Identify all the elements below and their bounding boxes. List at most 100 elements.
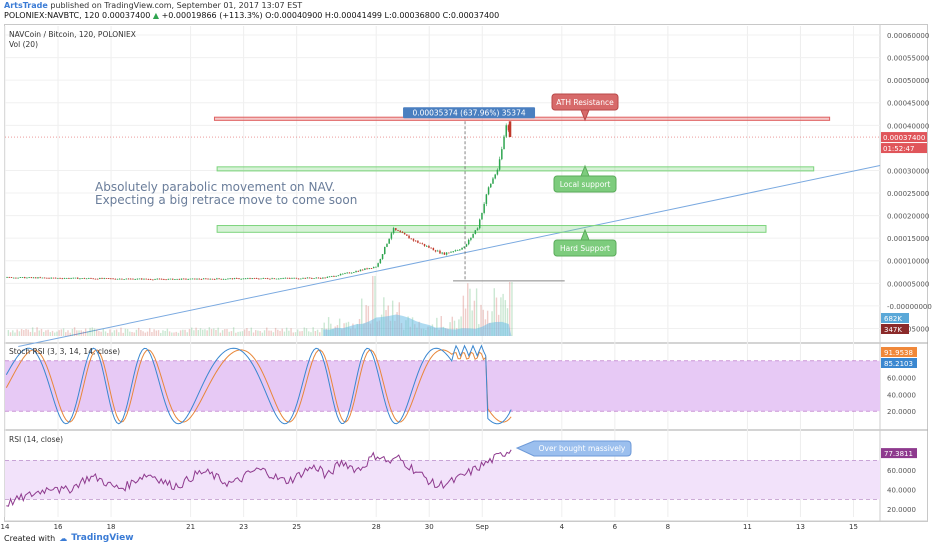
volume-bar: [486, 310, 489, 336]
candle-body: [26, 277, 28, 279]
candle-body: [273, 278, 276, 280]
candle-body: [508, 121, 512, 138]
candle-body: [101, 278, 103, 279]
volume-bar: [31, 327, 34, 336]
volume-bar: [232, 327, 235, 336]
candle-body: [163, 279, 165, 281]
volume-bar: [467, 283, 469, 336]
candle-body: [483, 203, 485, 213]
volume-bar: [217, 327, 219, 336]
volume-bar: [215, 329, 217, 336]
candle-body: [6, 277, 8, 278]
volume-bar: [171, 332, 173, 336]
candle-body: [74, 277, 77, 279]
candle-body: [141, 278, 143, 280]
candle-body: [331, 276, 333, 277]
volume-bar: [237, 331, 239, 336]
candle-body: [169, 278, 172, 280]
volume-bar: [502, 293, 504, 336]
candle-body: [149, 279, 152, 280]
y-tick-label: -0.00000000: [887, 303, 932, 311]
created-with: Created with: [4, 533, 56, 543]
volume-bar: [129, 331, 131, 336]
volume-bar: [509, 281, 511, 336]
candle-body: [507, 125, 510, 131]
volume-bar: [310, 332, 312, 336]
volume-bar: [283, 331, 286, 336]
volume-bar: [204, 329, 206, 336]
symbol-line: POLONIEX:NAVBTC, 120 0.00037400 ▲ +0.000…: [4, 11, 499, 20]
volume-bar: [184, 329, 186, 336]
volume-bar: [12, 330, 14, 336]
candle-body: [103, 278, 106, 279]
volume-bar: [299, 331, 301, 336]
candle-body: [183, 278, 185, 280]
volume-bar: [226, 328, 228, 336]
volume-bar: [471, 310, 473, 336]
volume-bar: [208, 327, 211, 336]
candle-body: [200, 279, 203, 280]
volume-bar: [190, 327, 193, 336]
volume-bar: [469, 288, 471, 336]
y-tick-label: 0.00020000: [887, 213, 929, 221]
volume-bar: [206, 330, 208, 336]
candle-body: [202, 278, 205, 280]
volume-bar: [279, 330, 281, 336]
main-legend-title: NAVCoin / Bitcoin, 120, POLONIEX: [9, 30, 136, 39]
candle-body: [54, 277, 57, 279]
candle-body: [395, 228, 397, 231]
volume-bar: [18, 331, 21, 336]
y-tick-label: 0.00045000: [887, 100, 929, 108]
volume-bar: [272, 332, 275, 336]
volume-bar: [257, 330, 259, 336]
volume-bar: [296, 329, 299, 336]
candle-body: [194, 278, 196, 280]
candle-body: [198, 278, 200, 280]
candle-body: [136, 278, 139, 280]
volume-bar: [458, 319, 460, 336]
volume-bar: [144, 332, 146, 336]
callout-label: ATH Resistance: [556, 98, 614, 107]
volume-bar: [319, 332, 321, 336]
volume-bar: [294, 332, 297, 336]
candle-body: [240, 278, 242, 280]
volume-bar: [122, 332, 124, 336]
candle-body: [191, 278, 194, 280]
volume-bar: [118, 332, 120, 336]
candle-body: [282, 278, 284, 279]
volume-bar: [27, 329, 29, 336]
volume-bar: [197, 330, 200, 336]
candle-body: [414, 240, 417, 242]
candle-body: [478, 219, 481, 229]
candle-body: [90, 278, 92, 279]
candle-body: [470, 237, 472, 240]
volume-tag: [881, 313, 909, 323]
volume-bar: [449, 322, 451, 336]
candle-body: [408, 235, 410, 239]
candle-body: [463, 246, 466, 248]
hard-support-zone: [216, 225, 767, 233]
y-tick-label: 0.00010000: [887, 258, 929, 266]
volume-bar: [155, 330, 158, 336]
candle-body: [50, 277, 52, 279]
candle-body: [269, 278, 271, 280]
candle-body: [52, 277, 55, 279]
author-link[interactable]: ArtsTrade: [4, 1, 48, 10]
last-price-tag: [881, 132, 927, 143]
candle-body: [266, 278, 269, 280]
volume-bar: [303, 327, 306, 336]
candle-body: [423, 243, 426, 246]
candle-body: [262, 278, 265, 279]
y-tick-label: 0.00050000: [887, 77, 929, 85]
tradingview-brand[interactable]: TradingView: [71, 533, 134, 543]
candle-body: [43, 277, 46, 279]
candle-body: [472, 233, 474, 238]
volume-bar: [383, 297, 385, 336]
candle-body: [456, 249, 459, 251]
volume-bar: [261, 332, 264, 336]
candle-body: [271, 278, 273, 280]
candle-body: [255, 278, 258, 280]
trendline: [18, 165, 881, 348]
stoch-y-tick: 60.0000: [887, 375, 916, 383]
